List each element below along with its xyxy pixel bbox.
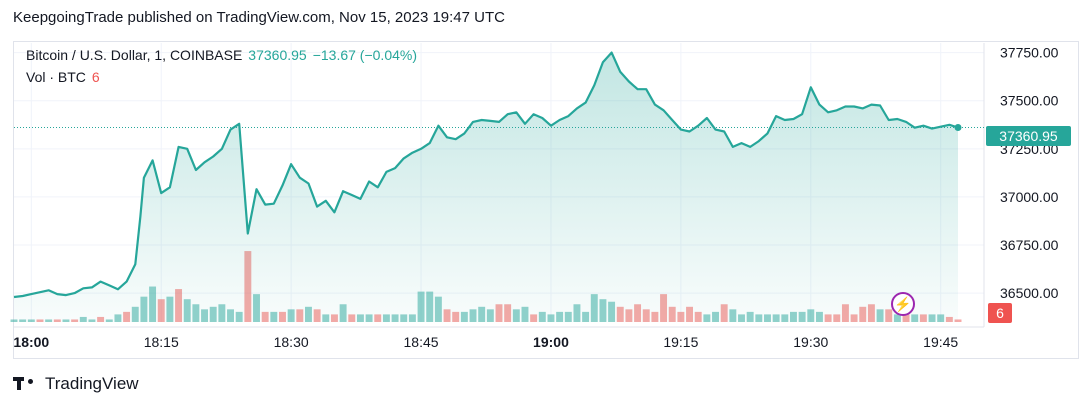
symbol-name: Bitcoin / U.S. Dollar, 1, COINBASE <box>26 47 243 63</box>
tradingview-logo-icon <box>13 376 39 392</box>
publisher-line: KeepgoingTrade published on TradingView.… <box>13 9 505 26</box>
price-area <box>14 52 958 322</box>
symbol-legend: Bitcoin / U.S. Dollar, 1, COINBASE 37360.… <box>26 47 417 63</box>
price-change: −13.67 (−0.04%) <box>312 47 417 63</box>
footer-brand-label: TradingView <box>45 374 139 393</box>
price-line <box>13 51 959 299</box>
x-tick-label: 19:30 <box>793 334 828 350</box>
x-tick-label: 19:45 <box>923 334 958 350</box>
footer-brand[interactable]: TradingView <box>13 374 139 394</box>
volume-value: 6 <box>91 69 100 85</box>
y-axis: 36500.0036750.0037000.0037250.0037500.00… <box>1000 45 1059 302</box>
last-price-dot <box>954 123 962 131</box>
last-price-value: 37360.95 <box>248 47 307 63</box>
chart-frame <box>13 41 1079 359</box>
volume-bar <box>954 319 962 322</box>
x-tick-label: 18:45 <box>404 334 439 350</box>
lightning-bolt-icon[interactable]: ⚡ <box>891 292 915 316</box>
volume-label: Vol · BTC <box>26 69 86 85</box>
x-tick-label: 19:15 <box>663 334 698 350</box>
x-tick-label: 19:00 <box>533 334 569 350</box>
x-tick-label: 18:30 <box>274 334 309 350</box>
price-series <box>13 51 984 322</box>
y-tick-label: 36500.00 <box>1000 285 1059 301</box>
x-tick-label: 18:00 <box>13 334 49 350</box>
volume-legend: Vol · BTC 6 <box>26 69 100 85</box>
x-tick-label: 18:15 <box>144 334 179 350</box>
y-tick-label: 37750.00 <box>1000 45 1059 61</box>
x-axis: 18:00 18:15 18:30 18:45 19:00 19:15 19:30 19:45 <box>13 334 958 350</box>
last-price-tag: 37360.95 <box>986 126 1071 146</box>
y-tick-label: 36750.00 <box>1000 237 1059 253</box>
volume-tag: 6 <box>988 303 1012 323</box>
y-tick-label: 37500.00 <box>1000 93 1059 109</box>
y-tick-label: 37000.00 <box>1000 189 1059 205</box>
